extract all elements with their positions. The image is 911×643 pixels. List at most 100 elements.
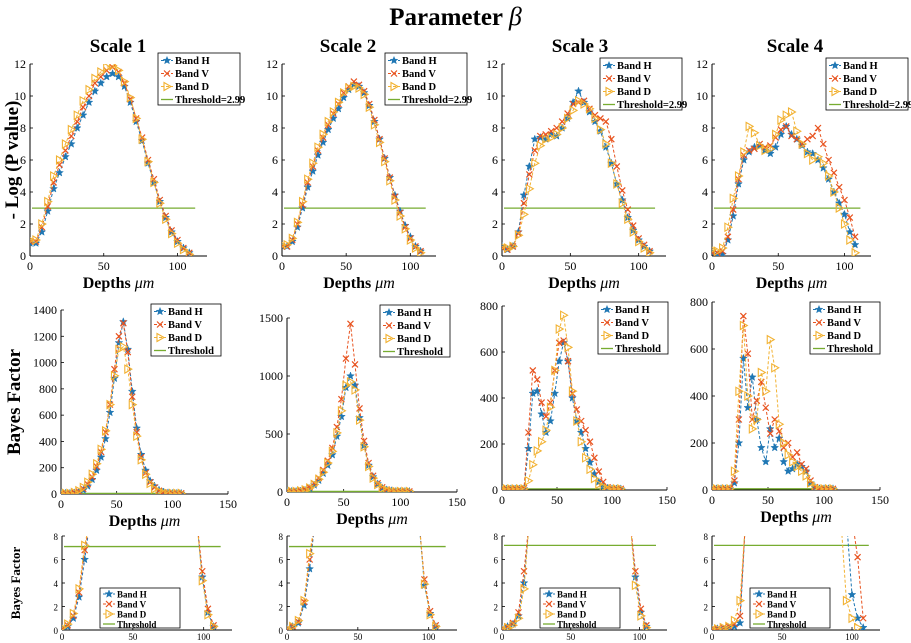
legend-label: Band H — [168, 307, 203, 318]
legend-label: Threshold — [615, 344, 661, 355]
legend-label: Band V — [397, 321, 431, 332]
legend-marker — [603, 319, 611, 326]
x-tick-label: 100 — [815, 493, 833, 507]
data-point-band-d — [807, 478, 816, 488]
series-line-band-v — [282, 80, 421, 252]
data-point-band-d — [595, 479, 604, 490]
data-point-band-d — [612, 483, 622, 490]
y-tick-label: 6 — [704, 556, 709, 566]
legend-label: Band H — [117, 590, 147, 600]
legend-label: Band D — [557, 610, 587, 620]
data-point-band-d — [766, 143, 776, 154]
data-point-band-d — [585, 103, 595, 114]
legend-box — [384, 52, 468, 106]
data-point-band-d — [70, 487, 80, 494]
y-tick-label: 4 — [704, 579, 709, 589]
legend-label: Band V — [402, 69, 436, 80]
data-point-band-v — [596, 114, 604, 122]
y-tick-label: 400 — [690, 389, 708, 403]
data-point-band-d — [590, 473, 600, 484]
data-point-band-d — [782, 110, 792, 121]
x-axis-label: Depths μm — [83, 275, 155, 292]
data-point-band-h — [298, 203, 307, 212]
data-point-band-d — [829, 483, 839, 490]
legend-label: Band H — [175, 56, 210, 67]
data-point-band-d — [365, 461, 374, 472]
data-point-band-d — [301, 484, 311, 492]
x-tick-label: 50 — [566, 632, 576, 642]
data-point-band-d — [538, 436, 547, 447]
data-point-band-d — [724, 222, 734, 233]
data-point-band-v — [809, 132, 817, 140]
legend-label: Band H — [767, 590, 797, 600]
y-tick-label: 4 — [702, 185, 708, 199]
data-point-band-d — [75, 485, 84, 494]
legend-marker — [754, 589, 764, 598]
data-point-band-d — [635, 236, 644, 247]
data-point-band-d — [558, 123, 568, 133]
x-tick-label: 0 — [710, 632, 715, 642]
legend-box — [539, 587, 621, 629]
legend-label: Band D — [617, 87, 652, 98]
legend-label: Threshold — [827, 344, 873, 355]
y-tick-label: 600 — [480, 345, 498, 359]
data-point-band-d — [324, 458, 333, 468]
data-point-band-d — [573, 416, 582, 426]
data-point-band-d — [761, 145, 771, 156]
legend-box — [379, 304, 451, 358]
y-tick-label: 4 — [492, 185, 498, 199]
y-tick-label: 2 — [702, 217, 708, 231]
series-line-band-d — [62, 536, 215, 629]
data-point-band-h — [114, 338, 124, 347]
data-point-band-v — [546, 399, 554, 407]
series-line-band-v — [502, 339, 621, 490]
data-point-band-v — [351, 360, 359, 368]
legend-marker — [545, 600, 553, 608]
data-point-band-d — [617, 483, 626, 490]
data-point-band-v — [825, 156, 833, 164]
y-tick-label: 500 — [265, 427, 283, 441]
data-point-band-h — [55, 168, 64, 177]
y-tick-label: 600 — [690, 342, 708, 356]
panel-r0-c1: 0 50 100 0 2 4 6 8 10 12 Band H Band V Band D Thresho… — [266, 52, 472, 292]
legend-label: Band V — [615, 318, 649, 329]
data-point-band-h — [771, 142, 781, 151]
legend-label: Band H — [827, 305, 862, 316]
series-line-band-v — [287, 536, 437, 630]
legend-label: Band D — [397, 334, 432, 345]
data-point-band-d — [599, 482, 609, 490]
series-line-band-d — [61, 346, 182, 494]
y-tick-label: 8 — [494, 532, 499, 542]
data-point-band-h — [550, 388, 560, 398]
data-point-band-h — [312, 514, 320, 521]
data-point-band-d — [79, 482, 89, 493]
x-tick-label: 0 — [284, 495, 290, 509]
y-tick-label: 2 — [20, 217, 26, 231]
data-point-band-h — [318, 137, 328, 147]
data-point-band-d — [119, 341, 129, 352]
panel-r1-c2: 0 50 100 150 0 200 400 600 800 Band H Band V Band D… — [480, 299, 676, 507]
data-point-band-d — [128, 399, 138, 410]
data-point-band-h — [114, 72, 123, 81]
data-point-band-d — [564, 342, 574, 353]
data-point-band-v — [736, 612, 744, 620]
y-tick-label: 8 — [702, 121, 708, 135]
series-group — [502, 86, 655, 256]
data-point-band-h — [840, 209, 849, 219]
data-point-band-d — [721, 483, 731, 490]
series-line-band-v — [62, 536, 215, 630]
y-tick-label: 4 — [20, 185, 26, 199]
y-tick-label: 0 — [704, 626, 709, 636]
data-point-band-d — [329, 107, 339, 117]
legend-marker — [831, 86, 841, 97]
legend-box — [99, 587, 181, 629]
data-point-band-d — [547, 132, 557, 143]
legend-label: Band D — [767, 610, 797, 620]
data-point-band-d — [842, 595, 852, 606]
data-point-band-d — [159, 487, 169, 494]
legend-label: Band V — [117, 600, 147, 610]
data-point-band-d — [730, 615, 740, 626]
legend-marker — [105, 600, 113, 608]
data-point-band-d — [736, 595, 746, 606]
